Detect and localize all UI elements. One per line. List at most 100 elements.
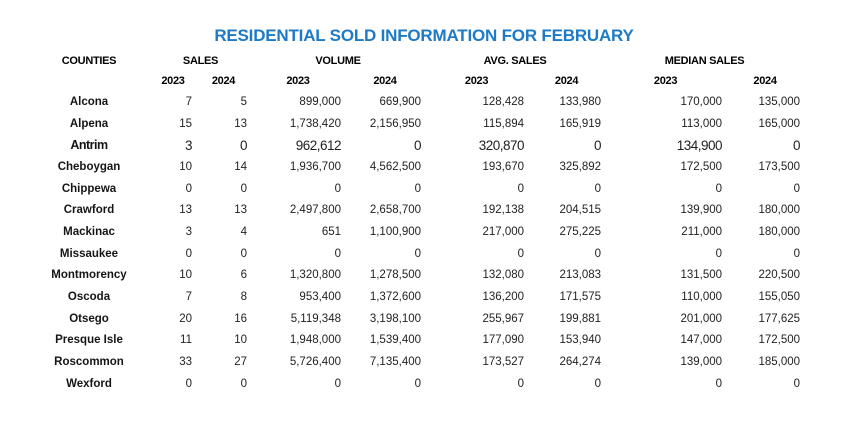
value-cell: 320,870: [478, 137, 525, 153]
value-cell: 7: [185, 291, 192, 304]
value-cell: 669,900: [379, 95, 422, 108]
value-cell: 264,274: [559, 356, 602, 369]
value-cell: 953,400: [299, 291, 341, 304]
value-cell: 0: [334, 377, 341, 390]
value-cell: 2,658,700: [369, 204, 422, 217]
value-cell: 0: [793, 182, 801, 195]
value-cell: 199,881: [559, 312, 602, 325]
value-cell: 0: [594, 182, 602, 195]
value-cell: 180,000: [758, 204, 801, 217]
value-cell: 0: [715, 182, 723, 195]
value-cell: 177,625: [758, 312, 801, 325]
value-cell: 0: [715, 247, 723, 260]
value-cell: 1,948,000: [289, 334, 341, 347]
county-cell: Missaukee: [59, 247, 119, 260]
counties-column-header: COUNTIES: [61, 55, 117, 67]
value-cell: 255,967: [482, 312, 525, 325]
county-cell: Roscommon: [54, 356, 124, 369]
year-header-row: 2023 2024 2023 2024 2023 2024 2023 2024: [28, 71, 804, 91]
group-header-row: COUNTIES SALES VOLUME AVG. SALES MEDIAN …: [28, 51, 804, 71]
table-row: Alcona 7 5 899,000 669,900 128,428 133,9…: [28, 91, 804, 113]
value-cell: 16: [234, 312, 247, 325]
year-header-volume-2024: 2024: [373, 75, 397, 87]
value-cell: 0: [334, 247, 341, 260]
empty-header-cell: [28, 71, 150, 91]
value-cell: 135,000: [758, 95, 801, 108]
value-cell: 0: [239, 137, 248, 153]
table-row: Alpena 15 13 1,738,420 2,156,950 115,894…: [28, 113, 804, 135]
value-cell: 1,738,420: [289, 117, 341, 130]
value-cell: 211,000: [681, 225, 723, 238]
value-cell: 13: [234, 204, 247, 217]
value-cell: 0: [240, 247, 247, 260]
year-header-median-2023: 2023: [653, 75, 678, 87]
value-cell: 110,000: [681, 291, 723, 304]
value-cell: 0: [414, 182, 422, 195]
table-row: Montmorency 10 6 1,320,800 1,278,500 132…: [28, 265, 804, 287]
county-cell: Wexford: [66, 377, 112, 390]
year-header-avg-2024: 2024: [554, 75, 579, 87]
table-row: Otsego 20 16 5,119,348 3,198,100 255,967…: [28, 308, 804, 330]
page-title: RESIDENTIAL SOLD INFORMATION FOR FEBRUAR…: [214, 26, 634, 45]
table-row: Cheboygan 10 14 1,936,700 4,562,500 193,…: [28, 156, 804, 178]
value-cell: 204,515: [559, 204, 602, 217]
value-cell: 0: [240, 182, 247, 195]
year-header-avg-2023: 2023: [464, 75, 489, 87]
value-cell: 275,225: [559, 225, 602, 238]
year-header-sales-2024: 2024: [211, 75, 236, 87]
median-sales-group-header: MEDIAN SALES: [664, 55, 745, 67]
value-cell: 134,900: [676, 137, 723, 153]
year-header-sales-2023: 2023: [161, 75, 185, 87]
value-cell: 192,138: [482, 204, 525, 217]
value-cell: 7: [185, 95, 192, 108]
value-cell: 3,198,100: [369, 312, 422, 325]
value-cell: 5,119,348: [290, 312, 341, 325]
value-cell: 115,894: [483, 117, 525, 130]
value-cell: 4: [240, 225, 247, 238]
table-row: Missaukee 0 0 0 0 0 0 0 0: [28, 243, 804, 265]
value-cell: 153,940: [559, 334, 602, 347]
value-cell: 172,500: [680, 160, 723, 173]
county-cell: Alcona: [69, 95, 109, 108]
value-cell: 3: [185, 225, 192, 238]
value-cell: 2,497,800: [289, 204, 341, 217]
county-cell: Cheboygan: [57, 160, 121, 173]
county-cell: Otsego: [69, 312, 109, 325]
value-cell: 133,980: [559, 95, 602, 108]
value-cell: 0: [185, 377, 192, 390]
value-cell: 177,090: [482, 334, 525, 347]
value-cell: 155,050: [758, 291, 801, 304]
value-cell: 0: [594, 137, 602, 153]
value-cell: 6: [240, 269, 247, 282]
value-cell: 0: [594, 247, 602, 260]
table-row: Oscoda 7 8 953,400 1,372,600 136,200 171…: [28, 286, 804, 308]
value-cell: 0: [517, 247, 525, 260]
value-cell: 217,000: [482, 225, 525, 238]
value-cell: 0: [793, 247, 801, 260]
year-header-median-2024: 2024: [753, 75, 777, 87]
value-cell: 0: [334, 182, 341, 195]
value-cell: 139,900: [680, 204, 723, 217]
county-cell: Antrim: [70, 138, 108, 153]
county-cell: Alpena: [69, 117, 109, 130]
value-cell: 139,000: [680, 356, 723, 369]
value-cell: 7,135,400: [369, 356, 422, 369]
value-cell: 0: [185, 247, 192, 260]
value-cell: 0: [793, 377, 801, 390]
table-row: Wexford 0 0 0 0 0 0 0 0: [28, 373, 804, 395]
table-row: Crawford 13 13 2,497,800 2,658,700 192,1…: [28, 199, 804, 221]
value-cell: 0: [517, 182, 525, 195]
value-cell: 2,156,950: [369, 117, 422, 130]
value-cell: 128,428: [482, 95, 525, 108]
table-row: Mackinac 3 4 651 1,100,900 217,000 275,2…: [28, 221, 804, 243]
value-cell: 3: [184, 137, 193, 153]
value-cell: 213,083: [559, 269, 602, 282]
value-cell: 201,000: [680, 312, 723, 325]
value-cell: 0: [715, 377, 723, 390]
value-cell: 165,919: [559, 117, 602, 130]
value-cell: 5: [240, 95, 247, 108]
value-cell: 220,500: [758, 269, 801, 282]
value-cell: 11: [180, 334, 192, 347]
table-row: Chippewa 0 0 0 0 0 0 0 0: [28, 178, 804, 200]
